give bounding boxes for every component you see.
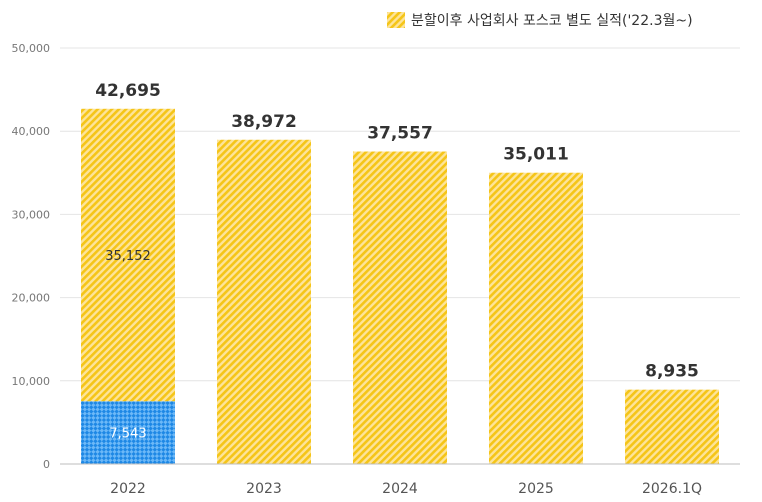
x-tick-label: 2022 bbox=[110, 481, 146, 497]
y-tick-label: 0 bbox=[43, 458, 50, 471]
x-axis: 2022 2023 2024 2025 2026.1Q bbox=[60, 463, 740, 497]
y-tick-label: 30,000 bbox=[12, 208, 51, 221]
legend-swatch bbox=[387, 12, 405, 28]
x-tick-label: 2025 bbox=[518, 481, 554, 497]
bar-segment bbox=[81, 108, 175, 402]
bar-segment bbox=[625, 389, 719, 464]
y-axis: 0 10,000 20,000 30,000 40,000 50,000 bbox=[12, 42, 51, 471]
total-value-label: 35,011 bbox=[503, 145, 569, 165]
bar-segment bbox=[217, 139, 311, 464]
bar-segment bbox=[353, 151, 447, 464]
total-value-label: 8,935 bbox=[645, 362, 699, 382]
y-tick-label: 50,000 bbox=[12, 42, 51, 55]
legend-label: 분할이후 사업회사 포스코 별도 실적('22.3월~) bbox=[411, 13, 693, 29]
bars bbox=[81, 108, 719, 464]
total-value-label: 38,972 bbox=[231, 112, 297, 132]
total-value-label: 37,557 bbox=[367, 124, 433, 144]
y-tick-label: 20,000 bbox=[12, 292, 51, 305]
x-tick-label: 2026.1Q bbox=[642, 481, 702, 497]
bar-segment bbox=[81, 401, 175, 464]
data-labels: 7,543 35,152 42,695 38,972 37,557 35,011 8,935 bbox=[95, 81, 699, 442]
y-tick-label: 40,000 bbox=[12, 125, 51, 138]
x-tick-label: 2024 bbox=[382, 481, 418, 497]
y-tick-label: 10,000 bbox=[12, 375, 51, 388]
x-tick-label: 2023 bbox=[246, 481, 282, 497]
segment-value-label: 35,152 bbox=[105, 249, 151, 264]
total-value-label: 42,695 bbox=[95, 81, 161, 101]
bar-segment bbox=[489, 172, 583, 464]
segment-value-label: 7,543 bbox=[109, 427, 146, 442]
legend: 분할이후 사업회사 포스코 별도 실적('22.3월~) bbox=[387, 12, 693, 29]
